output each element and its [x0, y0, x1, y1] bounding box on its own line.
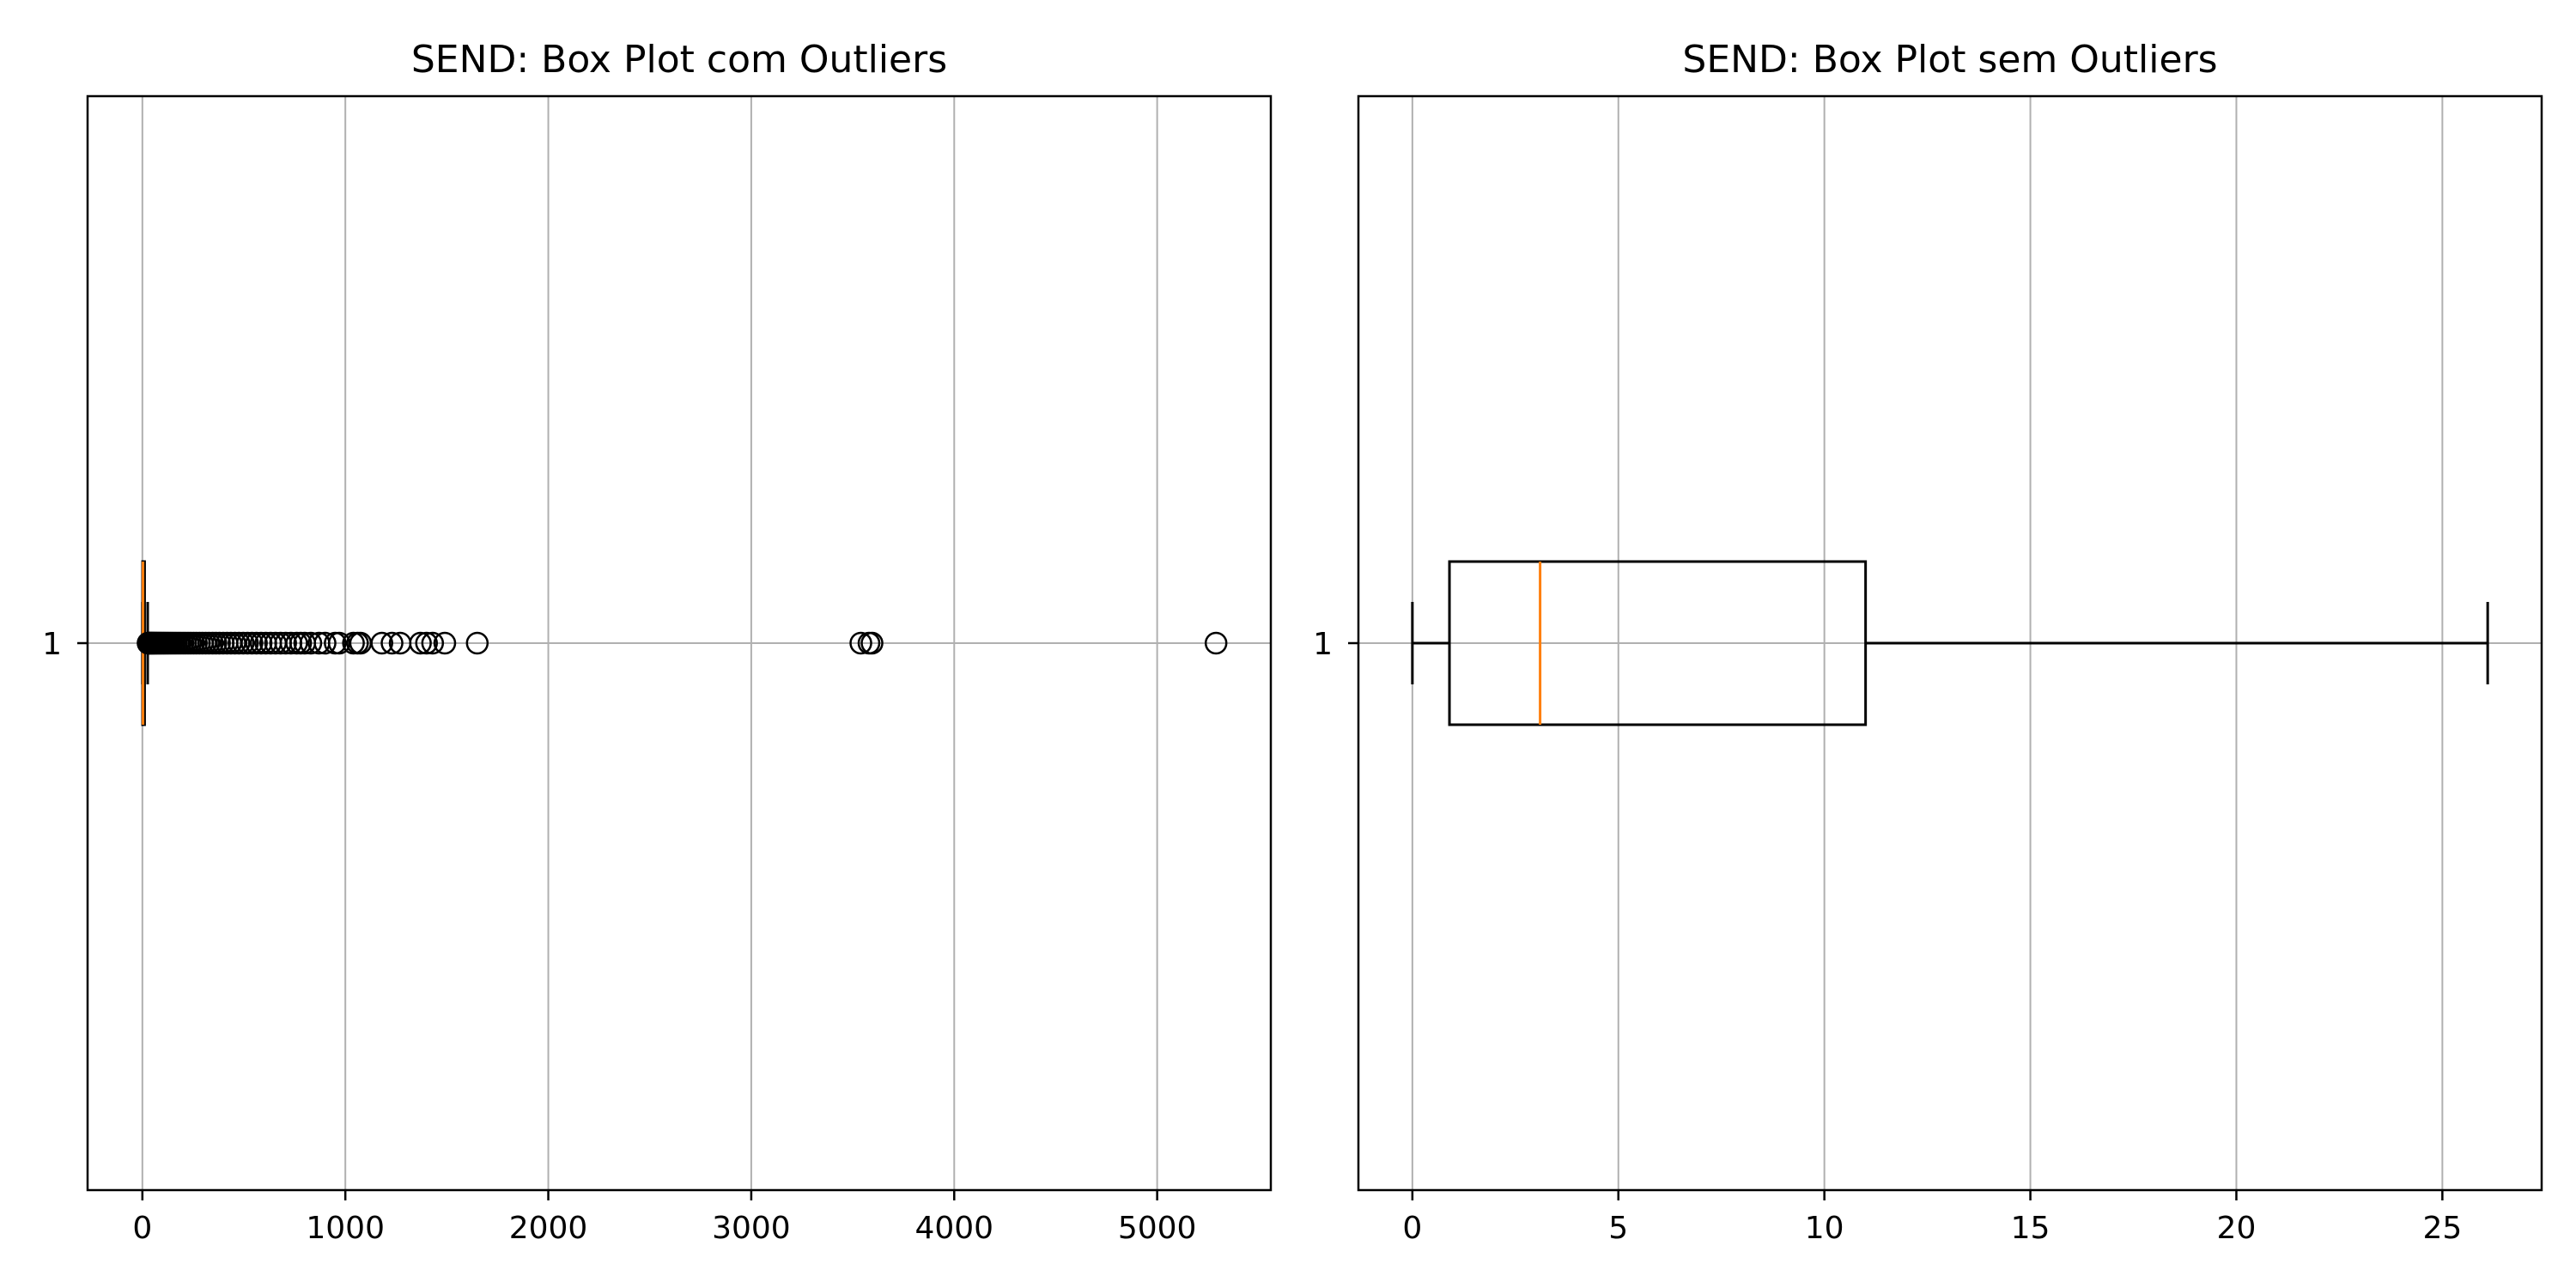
x-tick-label: 5 [1608, 1211, 1628, 1246]
outlier-point [1204, 631, 1228, 655]
x-tick-label: 1000 [306, 1211, 385, 1246]
outlier-point [313, 631, 337, 655]
outlier-point [433, 631, 457, 655]
x-tick-label: 0 [132, 1211, 152, 1246]
outlier-point [849, 631, 872, 655]
boxplot-without-outliers: SEND: Box Plot sem Outliers 0 5 10 15 20 25 1 [1313, 38, 2543, 1246]
y-tick-label: 1 [1313, 627, 1333, 662]
outlier-point [380, 631, 404, 655]
outlier-point [299, 631, 323, 655]
x-tick-label: 5000 [1118, 1211, 1197, 1246]
x-tick-label: 2000 [509, 1211, 588, 1246]
x-tick-label: 15 [2011, 1211, 2050, 1246]
chart-title: SEND: Box Plot com Outliers [411, 38, 947, 82]
outlier-point [370, 631, 393, 655]
outlier-point [421, 631, 445, 655]
x-tick-label: 10 [1805, 1211, 1844, 1246]
x-tick-label: 4000 [914, 1211, 993, 1246]
y-tick-label: 1 [42, 627, 62, 662]
chart-title: SEND: Box Plot sem Outliers [1682, 38, 2217, 82]
x-tick-label: 0 [1402, 1211, 1422, 1246]
outlier-point [860, 631, 884, 655]
outlier-point [415, 631, 438, 655]
x-tick-label: 25 [2422, 1211, 2462, 1246]
x-tick-label: 3000 [712, 1211, 791, 1246]
x-tick-label: 20 [2217, 1211, 2257, 1246]
outlier-point [409, 631, 432, 655]
outlier-point [465, 631, 489, 655]
outlier-point [274, 631, 297, 655]
box-iqr [1448, 560, 1868, 726]
boxplot-with-outliers: SEND: Box Plot com Outliers 0 1000 2000 300… [42, 38, 1273, 1246]
